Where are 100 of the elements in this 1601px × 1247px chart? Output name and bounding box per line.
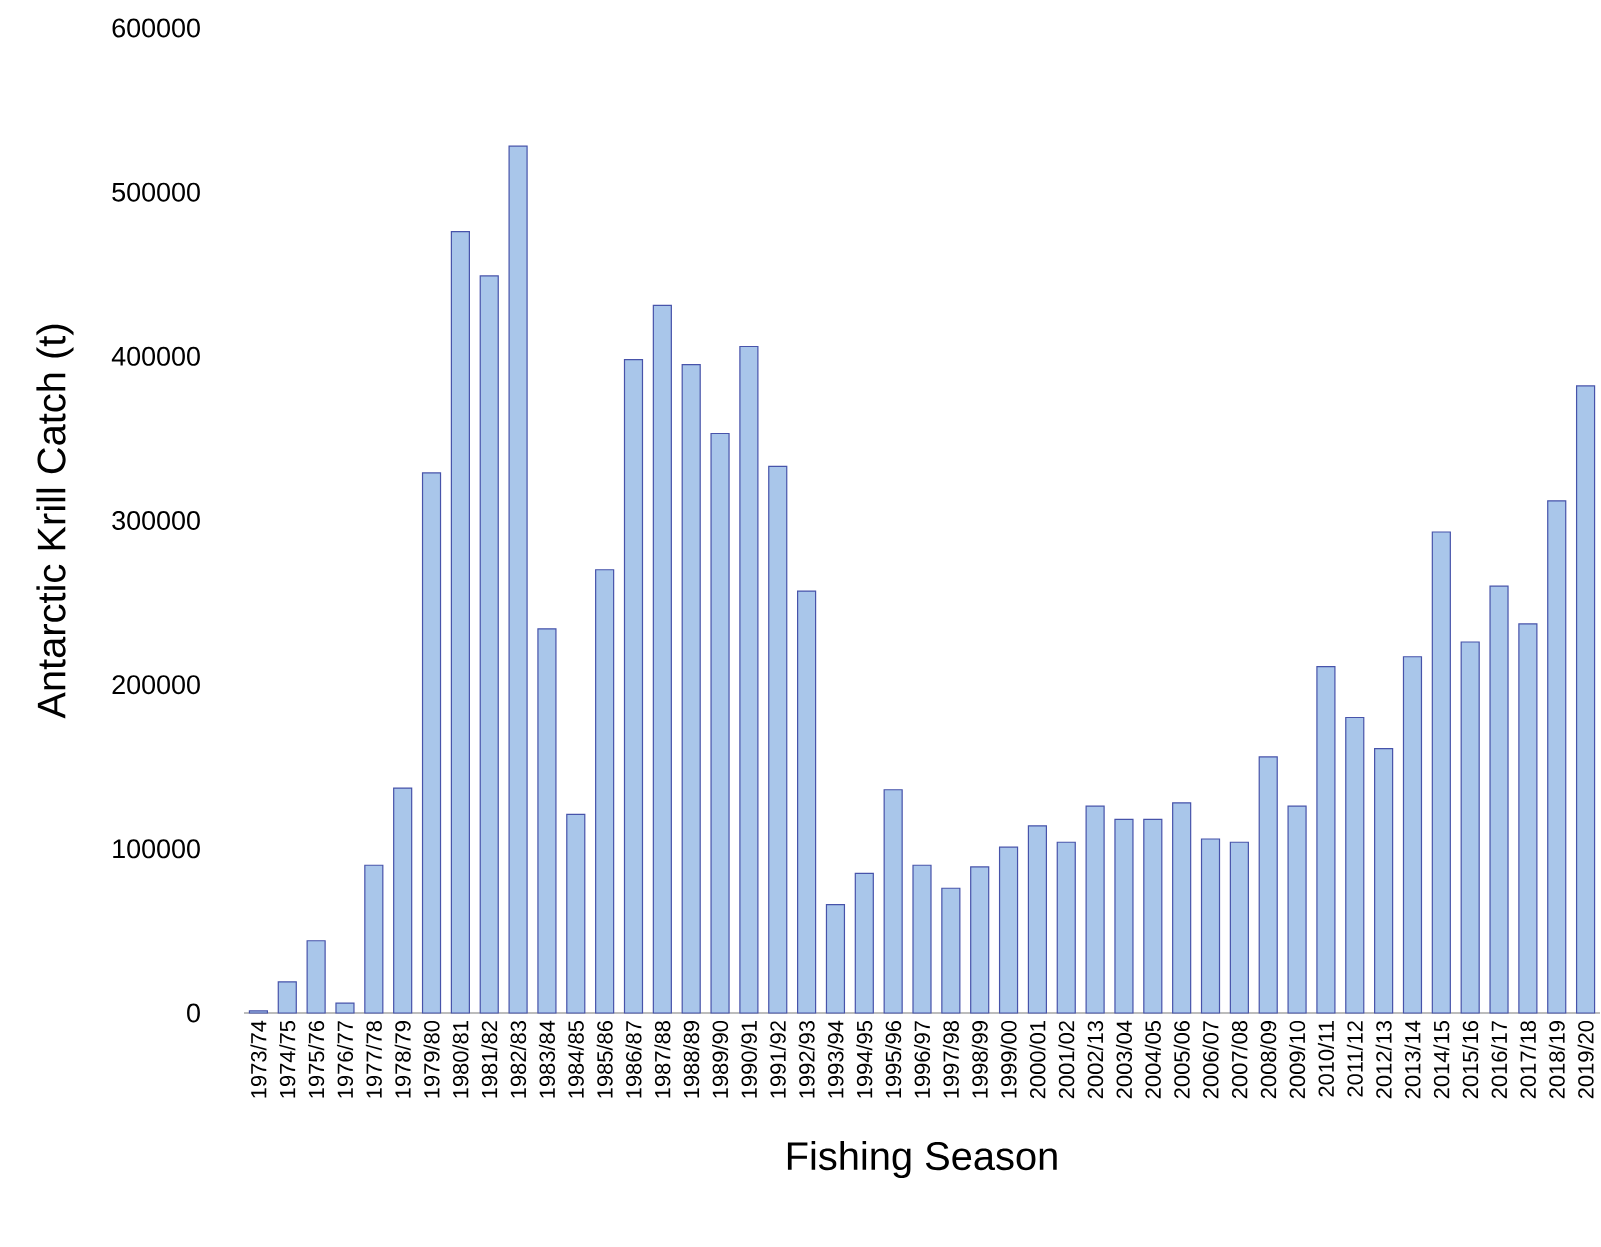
bar — [1547, 500, 1567, 1014]
bar — [335, 1002, 355, 1014]
bar — [1200, 838, 1221, 1014]
x-tick-label: 1992/93 — [798, 1021, 815, 1098]
x-tick-label: 2010/11 — [1317, 1021, 1334, 1097]
bar — [450, 230, 470, 1014]
x-tick-label: 1987/88 — [654, 1021, 671, 1098]
bar — [797, 590, 817, 1014]
bar — [1287, 805, 1307, 1014]
y-tick-label: 600000 — [112, 18, 200, 38]
x-tick-label: 1999/00 — [1000, 1020, 1017, 1098]
x-tick-label: 2012/13 — [1375, 1021, 1392, 1099]
bar — [393, 787, 413, 1014]
x-tick-label: 1997/98 — [942, 1021, 959, 1098]
x-tick-label: 1984/85 — [567, 1020, 584, 1098]
bar — [1258, 756, 1278, 1014]
x-tick-label: 1980/81 — [452, 1021, 469, 1098]
x-tick-label: 1993/94 — [827, 1020, 844, 1098]
bar — [248, 1010, 269, 1014]
x-tick-label: 1973/74 — [250, 1020, 267, 1098]
bar — [1229, 841, 1249, 1014]
x-tick-label: 1974/75 — [279, 1020, 296, 1098]
x-tick-label: 1989/90 — [712, 1020, 729, 1098]
bar — [1431, 531, 1451, 1014]
bar — [1085, 805, 1105, 1014]
y-tick-label: 0 — [187, 1003, 200, 1023]
y-tick-label: 300000 — [112, 510, 200, 531]
x-tick-label: 1975/76 — [308, 1021, 325, 1098]
bar — [825, 904, 846, 1014]
bar — [941, 887, 961, 1014]
bar — [998, 846, 1019, 1014]
x-tick-label: 2004/05 — [1144, 1020, 1161, 1099]
bar — [566, 813, 586, 1014]
x-tick-label: 1982/83 — [510, 1021, 527, 1098]
y-tick-label: 500000 — [112, 182, 200, 202]
x-tick-label: 2003/04 — [1115, 1020, 1133, 1099]
x-tick-label: 2014/15 — [1433, 1020, 1450, 1099]
x-tick-label: 1986/87 — [625, 1021, 642, 1098]
x-tick-label: 2019/20 — [1577, 1020, 1594, 1099]
x-tick-label: 1977/78 — [365, 1021, 382, 1098]
x-tick-label: 1990/91 — [740, 1021, 757, 1098]
bar — [739, 345, 759, 1014]
bar — [1518, 623, 1538, 1014]
x-tick-label: 1994/95 — [856, 1020, 873, 1098]
bar — [479, 275, 499, 1014]
x-tick-label: 1976/77 — [336, 1021, 354, 1098]
x-tick-label: 2005/06 — [1173, 1021, 1190, 1099]
bar — [912, 864, 932, 1014]
bar — [1056, 841, 1076, 1014]
bar — [1489, 585, 1509, 1014]
bar — [508, 145, 528, 1014]
bar — [1374, 748, 1394, 1014]
x-tick-label: 2001/02 — [1058, 1021, 1075, 1099]
x-tick-label: 2017/18 — [1519, 1021, 1536, 1099]
x-tick-label: 1978/79 — [394, 1021, 411, 1098]
x-tick-label: 1981/82 — [481, 1021, 498, 1098]
x-tick-label: 2007/08 — [1231, 1021, 1248, 1099]
bar — [537, 628, 557, 1014]
bar — [710, 432, 730, 1014]
bar — [1172, 802, 1192, 1014]
x-axis-title: Fishing Season — [787, 1140, 1057, 1179]
x-tick-label: 1985/86 — [596, 1021, 613, 1098]
bar — [768, 465, 788, 1014]
bar — [652, 304, 672, 1014]
bar — [1460, 641, 1480, 1014]
x-tick-label: 1979/80 — [423, 1020, 440, 1098]
x-tick-label: 2006/07 — [1202, 1021, 1219, 1099]
x-tick-label: 2013/14 — [1404, 1020, 1421, 1099]
x-tick-label: 2018/19 — [1548, 1021, 1565, 1099]
bar — [1345, 716, 1365, 1014]
x-tick-label: 1983/84 — [538, 1020, 555, 1098]
x-tick-label: 1998/99 — [971, 1021, 988, 1098]
bar — [421, 472, 442, 1014]
x-tick-label: 2000/01 — [1029, 1021, 1046, 1099]
bar — [623, 359, 644, 1014]
bar — [883, 789, 903, 1014]
bar — [1027, 825, 1048, 1014]
bar — [277, 981, 297, 1014]
x-tick-label: 1995/96 — [885, 1021, 902, 1098]
bar — [1316, 666, 1336, 1014]
bar — [595, 569, 615, 1014]
x-tick-label: 2015/16 — [1462, 1021, 1479, 1099]
bar — [1143, 818, 1163, 1014]
bar — [1575, 385, 1596, 1014]
x-tick-label: 1996/97 — [913, 1021, 931, 1098]
x-tick-label: 2016/17 — [1490, 1021, 1508, 1099]
bar — [1114, 818, 1134, 1014]
bar — [854, 872, 874, 1014]
x-tick-label: 1991/92 — [769, 1021, 786, 1098]
y-tick-label: 200000 — [112, 675, 200, 695]
x-tick-label: 2008/09 — [1260, 1021, 1277, 1099]
x-tick-label: 2011/12 — [1346, 1021, 1363, 1097]
x-tick-label: 2009/10 — [1289, 1020, 1306, 1099]
bar — [306, 940, 326, 1014]
y-tick-label: 400000 — [111, 346, 200, 366]
y-tick-label: 100000 — [113, 839, 200, 859]
bar — [970, 866, 990, 1014]
x-tick-label: 1988/89 — [683, 1021, 700, 1098]
bar — [1402, 656, 1423, 1014]
bar — [681, 363, 701, 1014]
